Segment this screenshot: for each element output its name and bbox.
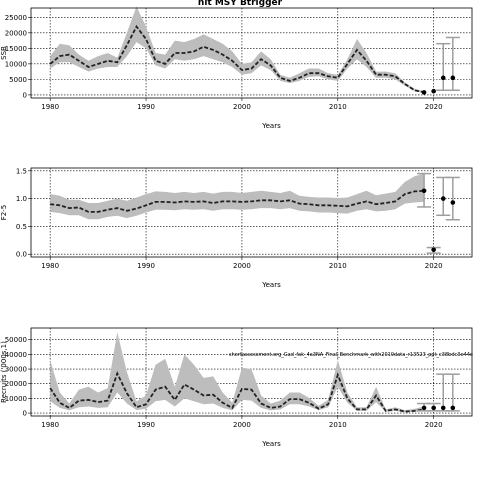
y-tick-label: 0.0	[16, 251, 27, 259]
plot-frame	[30, 327, 473, 417]
y-tick-label: 15000	[5, 45, 27, 53]
y-tick-label: 1.0	[16, 195, 27, 203]
x-axis-label: Years	[261, 440, 281, 448]
panel-annotation: shortassessment.org_Gad_fak_4a3NA_Final_…	[229, 352, 473, 358]
x-tick-label: 2020	[425, 421, 443, 429]
projection-point	[431, 88, 436, 94]
x-tick-label: 2000	[233, 421, 251, 429]
projection-point	[440, 196, 446, 201]
projection-point	[421, 405, 427, 411]
projection-point	[431, 405, 436, 411]
y-tick-label: 0	[23, 91, 27, 99]
panel-2: 1980 1990 2000 2010 2020 0.0 0.5 1.0 1.5 Years F2-…	[0, 167, 473, 289]
y-tick-label: 5000	[9, 76, 27, 84]
x-tick-label: 1990	[137, 421, 155, 429]
y-axis-label: Recruits ('000s,1)	[0, 341, 8, 403]
projection-point	[421, 188, 427, 194]
projection-point	[450, 75, 456, 81]
y-axis-label: F2-5	[0, 205, 8, 220]
y-tick-label: 20000	[5, 380, 27, 388]
x-tick-label: 2010	[329, 421, 347, 429]
projection-point	[450, 405, 456, 411]
panel-3: 1980 1990 2000 2010 2020 0 10000 20000 30000 4000…	[0, 327, 473, 448]
y-tick-label: 20000	[5, 29, 27, 37]
x-tick-label: 2000	[233, 103, 251, 111]
x-tick-label: 2020	[425, 103, 443, 111]
estimate-line	[49, 24, 425, 94]
x-axis-label: Years	[261, 122, 281, 130]
x-tick-label: 2020	[425, 262, 443, 270]
x-tick-label: 1980	[41, 103, 59, 111]
x-tick-label: 2010	[329, 103, 347, 111]
panel-1: 1980 1990 2000 2010 2020 0 5000 10000 15000 20000…	[0, 6, 473, 130]
projection-point	[440, 405, 446, 411]
y-tick-label: 10000	[5, 60, 27, 68]
plot-frame	[30, 7, 473, 99]
x-tick-label: 2000	[233, 262, 251, 270]
x-axis-label: Years	[261, 281, 281, 289]
x-tick-label: 2010	[329, 262, 347, 270]
y-tick-label: 0.5	[16, 223, 27, 231]
x-tick-label: 1980	[41, 421, 59, 429]
projection-point	[440, 75, 446, 81]
y-tick-label: 30000	[5, 366, 27, 374]
projection-point	[450, 200, 456, 205]
y-tick-label: 50000	[5, 336, 27, 344]
projection-point	[421, 90, 427, 95]
confidence-band	[50, 173, 425, 220]
y-tick-label: 25000	[5, 14, 27, 22]
x-tick-label: 1990	[137, 262, 155, 270]
y-tick-label: 40000	[5, 351, 27, 359]
figure-title: hit MSY Btrigger	[197, 0, 283, 8]
confidence-band	[50, 332, 425, 413]
confidence-band	[50, 6, 425, 93]
plot-frame	[30, 167, 473, 258]
y-tick-label: 10000	[5, 395, 27, 403]
y-axis-label: SSB	[0, 46, 8, 60]
x-tick-label: 1990	[137, 103, 155, 111]
y-tick-label: 1.5	[16, 167, 27, 175]
projection-point	[431, 247, 436, 253]
x-tick-label: 1980	[41, 262, 59, 270]
y-tick-label: 0	[23, 410, 27, 418]
